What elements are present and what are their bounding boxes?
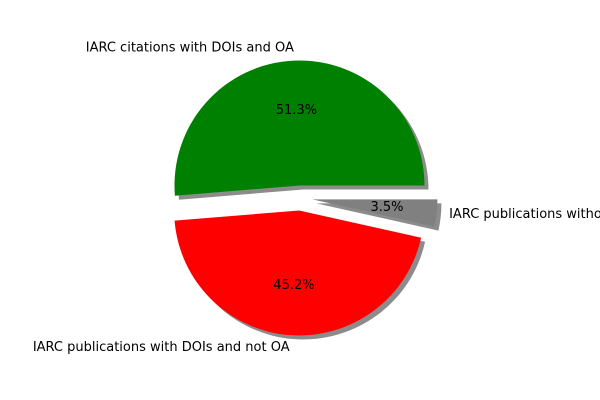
- pie-labels: 51.3% IARC citations with DOIs and OA 45.2…: [33, 41, 600, 356]
- pie-slice-iarc-citations-with-dois-and-oa: [174, 60, 425, 196]
- slice-category-label-iarc-publications-with-dois-and-not-oa: IARC publications with DOIs and not OA: [33, 340, 290, 355]
- slice-category-label-iarc-publications-without-dois: IARC publications without DOIs: [449, 207, 600, 222]
- slice-percent-label-iarc-publications-without-dois: 3.5%: [370, 200, 403, 215]
- slice-category-label-iarc-citations-with-dois-and-oa: IARC citations with DOIs and OA: [86, 41, 294, 56]
- pie-slice-iarc-publications-with-dois-and-not-oa: [174, 210, 422, 336]
- pie-wedges: [174, 60, 438, 336]
- pie-slice-iarc-publications-without-dois: [312, 199, 438, 227]
- slice-percent-label-iarc-publications-with-dois-and-not-oa: 45.2%: [273, 278, 314, 293]
- slice-percent-label-iarc-citations-with-dois-and-oa: 51.3%: [276, 103, 317, 118]
